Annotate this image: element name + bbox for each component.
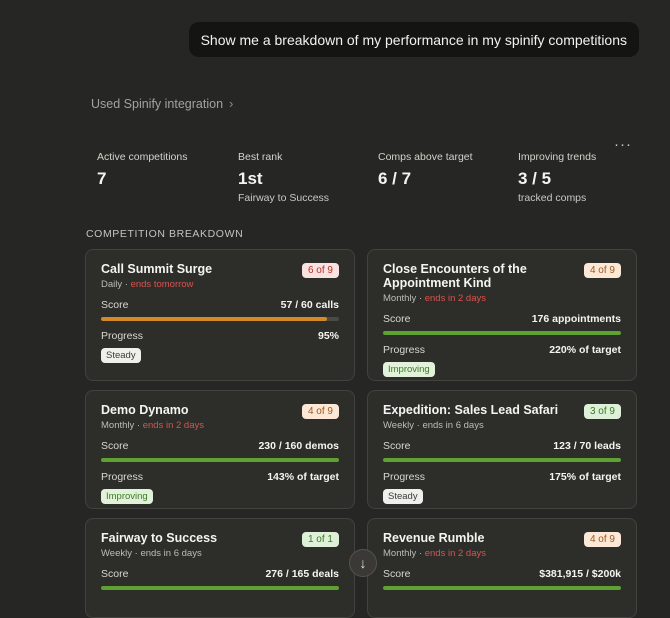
stat-label: Comps above target bbox=[378, 151, 473, 163]
integration-label: Used Spinify integration bbox=[91, 96, 224, 111]
competition-title: Demo Dynamo bbox=[101, 403, 189, 417]
integration-toggle[interactable]: Used Spinify integration › bbox=[91, 96, 233, 111]
competition-period: Monthly · ends in 2 days bbox=[383, 548, 486, 559]
stat-best-rank: Best rank 1st Fairway to Success bbox=[238, 151, 378, 204]
score-value: $381,915 / $200k bbox=[539, 568, 621, 580]
user-message-bubble: Show me a breakdown of my performance in… bbox=[188, 22, 639, 57]
progress-bar-fill bbox=[383, 331, 621, 335]
competition-card[interactable]: Demo Dynamo 4 of 9 Monthly · ends in 2 d… bbox=[85, 390, 355, 509]
stat-label: Improving trends bbox=[518, 151, 597, 163]
progress-value: 175% of target bbox=[549, 471, 621, 483]
progress-bar bbox=[383, 586, 621, 590]
score-value: 123 / 70 leads bbox=[553, 440, 621, 452]
competition-period: Monthly · ends in 2 days bbox=[383, 293, 486, 304]
competition-card[interactable]: Call Summit Surge 6 of 9 Daily · ends to… bbox=[85, 249, 355, 381]
progress-bar bbox=[101, 586, 339, 590]
progress-bar bbox=[101, 317, 339, 321]
stat-value: 7 bbox=[97, 169, 107, 188]
progress-bar-fill bbox=[383, 586, 621, 590]
progress-bar bbox=[101, 458, 339, 462]
rank-badge: 3 of 9 bbox=[583, 404, 621, 419]
competition-deadline: ends in 6 days bbox=[422, 420, 484, 431]
stat-comps-above-target: Comps above target 6 / 7 bbox=[378, 151, 518, 189]
score-row: Score 57 / 60 calls bbox=[101, 299, 339, 311]
progress-bar bbox=[383, 458, 621, 462]
stat-value: 6 / 7 bbox=[378, 169, 412, 188]
competition-period: Monthly · ends in 2 days bbox=[101, 420, 204, 431]
stat-subtext: tracked comps bbox=[518, 192, 587, 204]
progress-bar-fill bbox=[383, 458, 621, 462]
chevron-right-icon: › bbox=[229, 96, 234, 111]
trend-badge: Improving bbox=[383, 362, 435, 377]
rank-badge: 4 of 9 bbox=[583, 263, 621, 278]
progress-bar-fill bbox=[101, 586, 339, 590]
competition-deadline: ends tomorrow bbox=[130, 279, 194, 290]
rank-badge: 1 of 1 bbox=[301, 532, 339, 547]
score-value: 230 / 160 demos bbox=[258, 440, 339, 452]
competition-title: Call Summit Surge bbox=[101, 262, 213, 276]
progress-bar-fill bbox=[101, 458, 339, 462]
stat-improving-trends: Improving trends 3 / 5 tracked comps bbox=[518, 151, 658, 204]
rank-badge: 4 of 9 bbox=[301, 404, 339, 419]
progress-row: Progress 220% of target bbox=[383, 344, 621, 356]
score-row: Score 230 / 160 demos bbox=[101, 440, 339, 452]
competition-deadline: ends in 2 days bbox=[424, 293, 486, 304]
competition-deadline: ends in 6 days bbox=[140, 548, 202, 559]
competition-card[interactable]: Fairway to Success 1 of 1 Weekly · ends … bbox=[85, 518, 355, 618]
progress-value: 220% of target bbox=[549, 344, 621, 356]
score-value: 276 / 165 deals bbox=[265, 568, 339, 580]
rank-badge: 4 of 9 bbox=[583, 532, 621, 547]
stat-label: Best rank bbox=[238, 151, 283, 163]
progress-value: 95% bbox=[317, 330, 339, 342]
section-title: COMPETITION BREAKDOWN bbox=[86, 228, 244, 240]
stat-value: 1st bbox=[238, 169, 263, 188]
progress-bar bbox=[383, 331, 621, 335]
competition-title: Close Encounters of the Appointment Kind bbox=[383, 262, 527, 290]
score-value: 176 appointments bbox=[531, 313, 621, 325]
competition-card[interactable]: Close Encounters of the Appointment Kind… bbox=[367, 249, 637, 381]
progress-row: Progress 143% of target bbox=[101, 471, 339, 483]
competition-title: Expedition: Sales Lead Safari bbox=[383, 403, 559, 417]
stat-subtext: Fairway to Success bbox=[238, 192, 330, 204]
competition-card[interactable]: Expedition: Sales Lead Safari 3 of 9 Wee… bbox=[367, 390, 637, 509]
score-value: 57 / 60 calls bbox=[280, 299, 339, 311]
competition-period: Weekly · ends in 6 days bbox=[101, 548, 202, 559]
trend-badge: Steady bbox=[101, 348, 141, 363]
score-row: Score 123 / 70 leads bbox=[383, 440, 621, 452]
competition-deadline: ends in 2 days bbox=[424, 548, 486, 559]
competition-card[interactable]: Revenue Rumble 4 of 9 Monthly · ends in … bbox=[367, 518, 637, 618]
stat-active-competitions: Active competitions 7 bbox=[97, 151, 237, 189]
stat-value: 3 / 5 bbox=[518, 169, 552, 188]
score-row: Score 276 / 165 deals bbox=[101, 568, 339, 580]
score-row: Score $381,915 / $200k bbox=[383, 568, 621, 580]
progress-value: 143% of target bbox=[267, 471, 339, 483]
progress-bar-fill bbox=[101, 317, 328, 321]
score-row: Score 176 appointments bbox=[383, 313, 621, 325]
competition-title: Revenue Rumble bbox=[383, 531, 485, 545]
trend-badge: Improving bbox=[101, 489, 153, 504]
competition-title: Fairway to Success bbox=[101, 531, 218, 545]
user-message-text: Show me a breakdown of my performance in… bbox=[200, 31, 627, 48]
arrow-down-icon[interactable]: ↓ bbox=[349, 549, 377, 577]
progress-row: Progress 175% of target bbox=[383, 471, 621, 483]
stat-label: Active competitions bbox=[97, 151, 188, 163]
competition-deadline: ends in 2 days bbox=[142, 420, 204, 431]
progress-row: Progress 95% bbox=[101, 330, 339, 342]
competition-period: Daily · ends tomorrow bbox=[101, 279, 194, 290]
rank-badge: 6 of 9 bbox=[301, 263, 339, 278]
more-options-icon[interactable]: ··· bbox=[614, 136, 632, 153]
trend-badge: Steady bbox=[383, 489, 423, 504]
competition-period: Weekly · ends in 6 days bbox=[383, 420, 484, 431]
